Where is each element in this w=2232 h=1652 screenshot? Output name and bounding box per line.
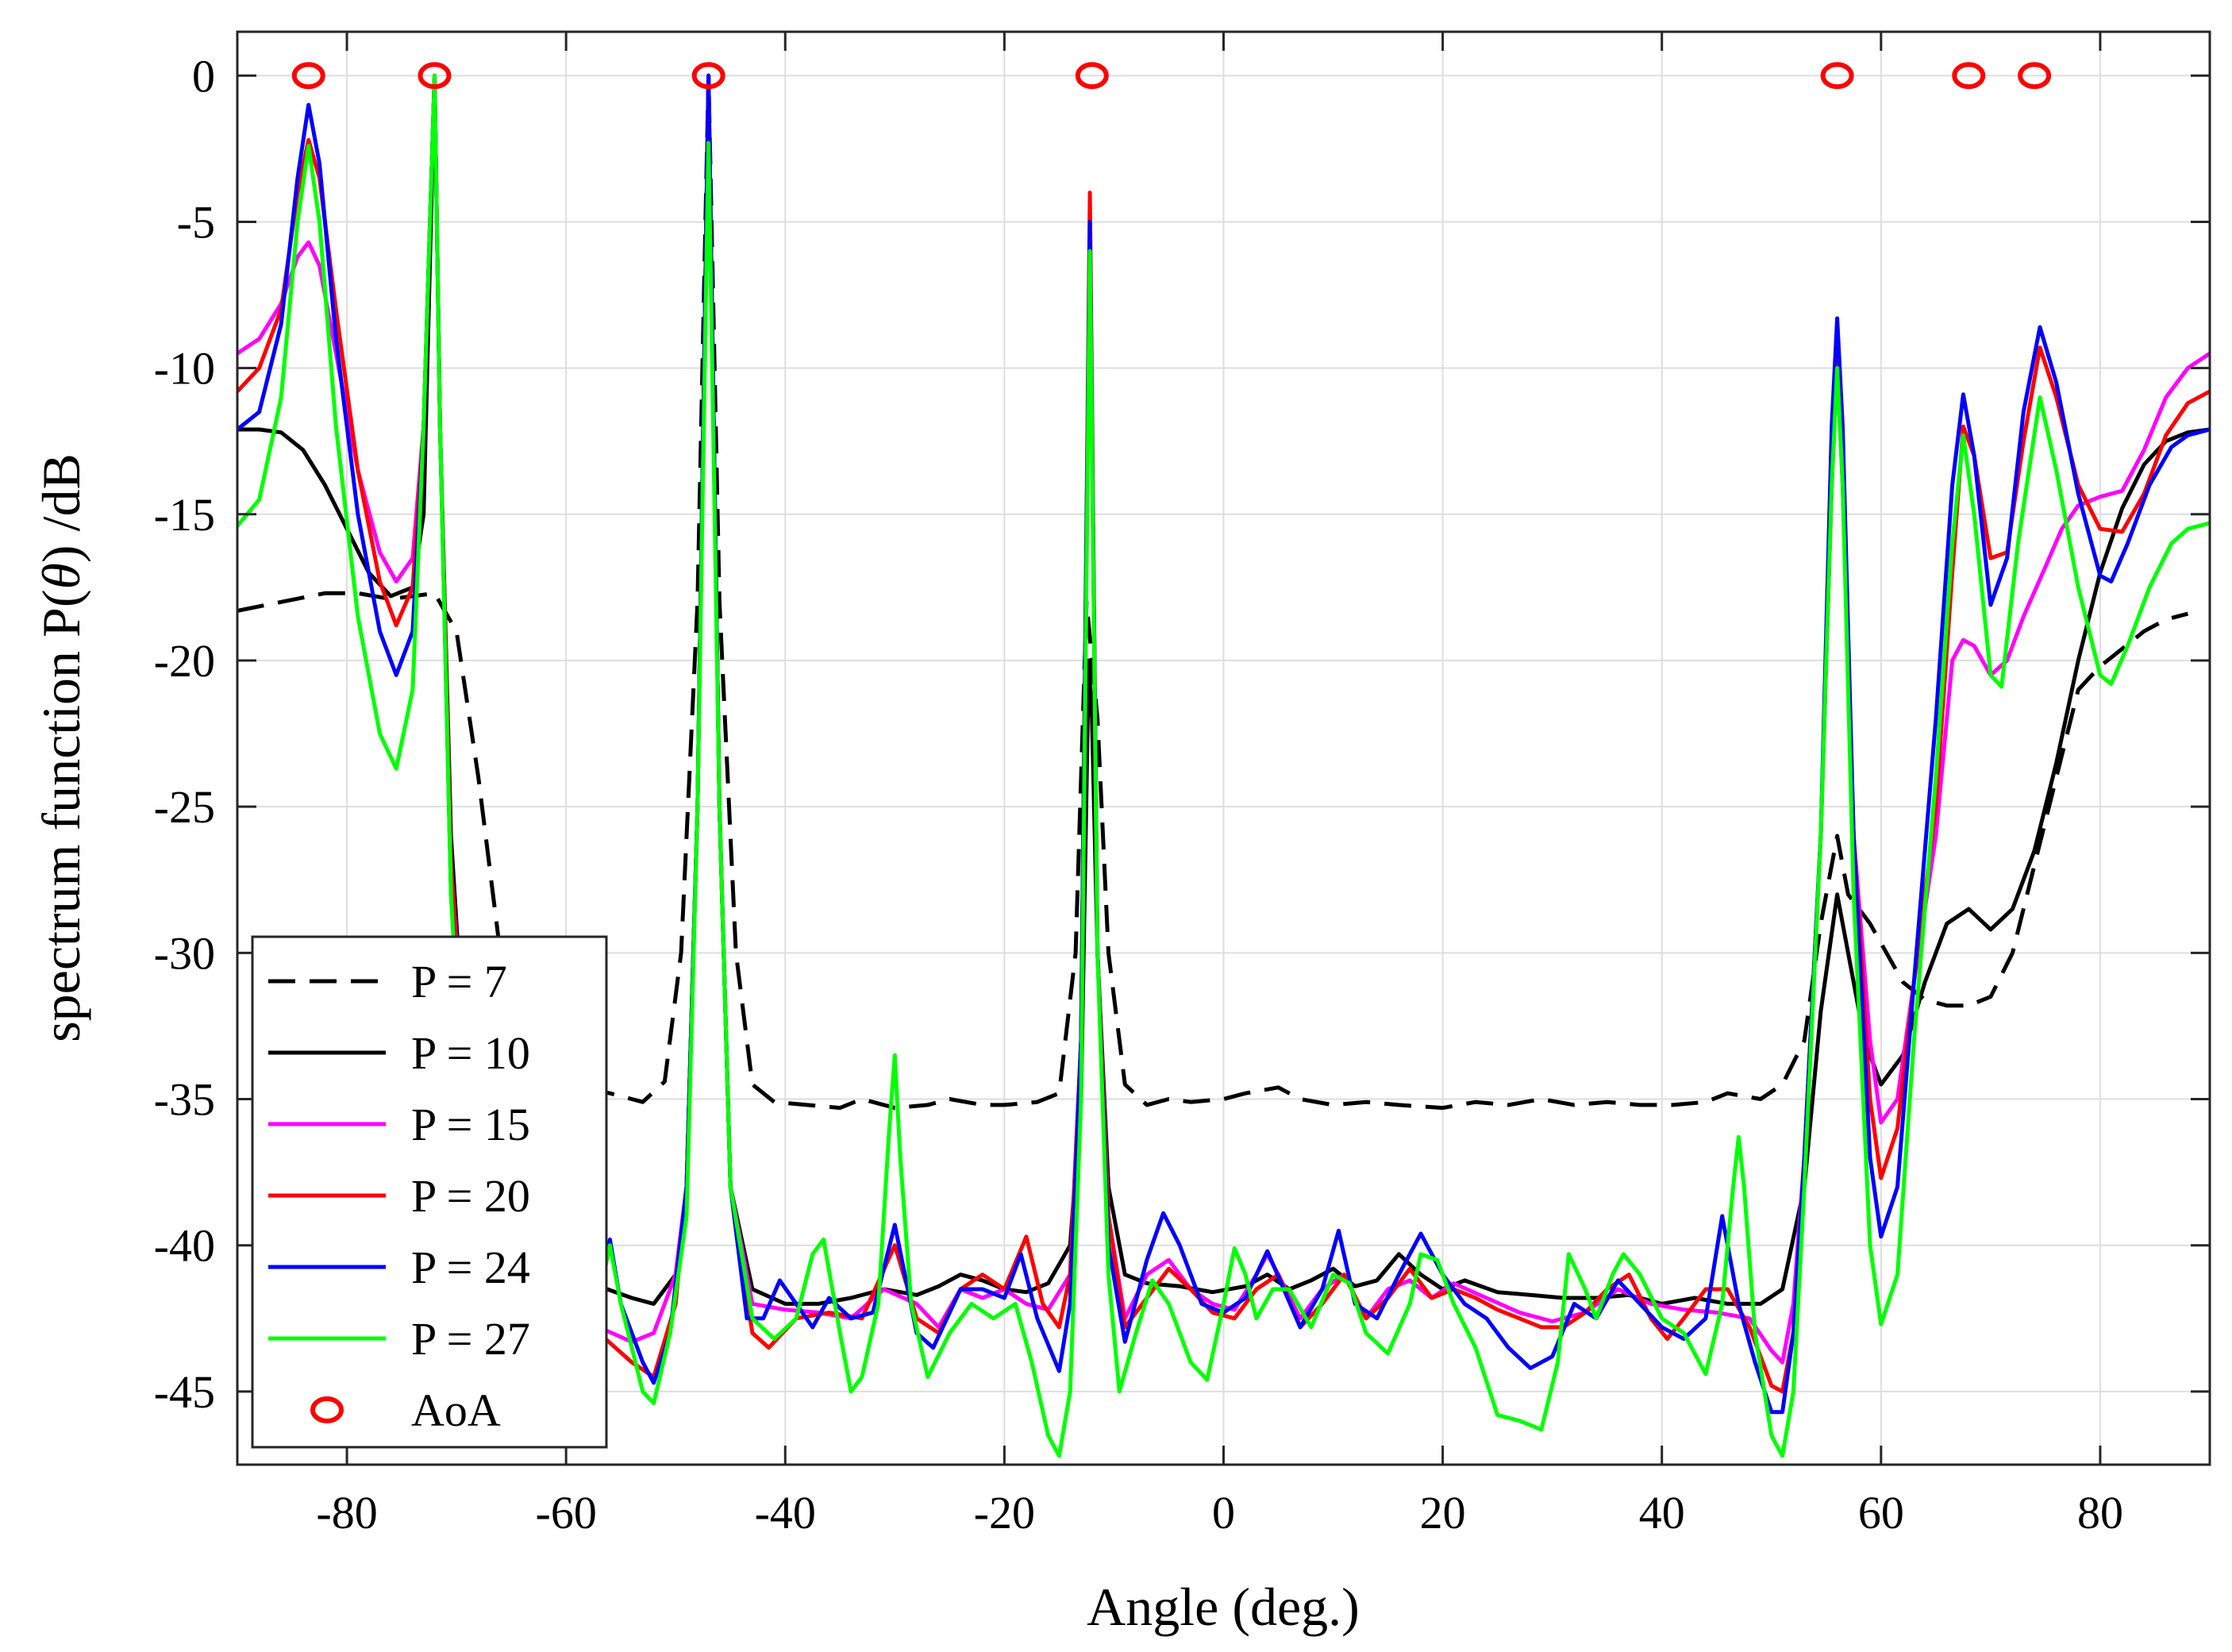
series-line-p-7 [237, 73, 2189, 1111]
legend-swatch-aoa [310, 1396, 344, 1423]
y-axis-title: spectrum function P(θ) /dB [31, 453, 91, 1042]
aoa-marker [691, 62, 725, 90]
legend-label-p-15: P = 15 [411, 1099, 530, 1150]
legend-label-p-24: P = 24 [411, 1242, 530, 1293]
aoa-markers [291, 62, 2052, 90]
y-axis-title-theta: θ [31, 563, 91, 589]
y-tick-label: -10 [154, 343, 215, 395]
x-tick-label: 20 [1420, 1487, 1466, 1538]
legend-label-p-7: P = 7 [411, 956, 507, 1007]
y-tick-label: -45 [154, 1366, 215, 1418]
y-axis-title-prefix: spectrum function P( [31, 589, 91, 1042]
x-tick-label: -80 [316, 1487, 377, 1538]
legend-label-p-20: P = 20 [411, 1170, 530, 1222]
aoa-marker [418, 62, 452, 90]
y-tick-label: -35 [154, 1074, 215, 1126]
x-tick-label: 60 [1858, 1487, 1904, 1538]
aoa-marker [1952, 62, 1986, 90]
aoa-marker [2018, 62, 2052, 90]
legend: P = 7 P = 10 P = 15 P = 20 P = 24 P = 27 AoA [251, 935, 608, 1449]
grid [237, 32, 2210, 1465]
aoa-marker [1075, 62, 1109, 90]
y-tick-label: -30 [154, 927, 215, 979]
y-tick-label: -25 [154, 781, 215, 833]
y-tick-label: -15 [154, 489, 215, 541]
x-tick-label: -60 [536, 1487, 597, 1538]
aoa-marker [291, 62, 325, 90]
x-tick-label: 0 [1212, 1487, 1235, 1538]
x-tick-label: -40 [755, 1487, 816, 1538]
legend-label-p-10: P = 10 [411, 1027, 530, 1079]
x-tick-label: 80 [2077, 1487, 2123, 1538]
series-line-p-27 [237, 73, 2210, 1458]
x-tick-label: -20 [974, 1487, 1035, 1538]
legend-box [251, 935, 608, 1449]
aoa-marker [1820, 62, 1854, 90]
y-tick-label: -20 [154, 635, 215, 687]
x-tick-label: 40 [1639, 1487, 1685, 1538]
y-tick-label: -40 [154, 1220, 215, 1272]
y-tick-label: 0 [192, 50, 215, 102]
y-tick-label: -5 [177, 196, 215, 248]
axis-ticks: -80 -60 -40 -20 0 20 40 60 80 0 -5 -10 -15 -20 -25 -30 -… [154, 32, 2210, 1538]
y-axis-title-suffix: ) /dB [31, 453, 91, 563]
legend-label-p-27: P = 27 [411, 1313, 530, 1365]
x-axis-title: Angle (deg.) [1087, 1577, 1360, 1637]
legend-label-aoa: AoA [411, 1384, 501, 1436]
